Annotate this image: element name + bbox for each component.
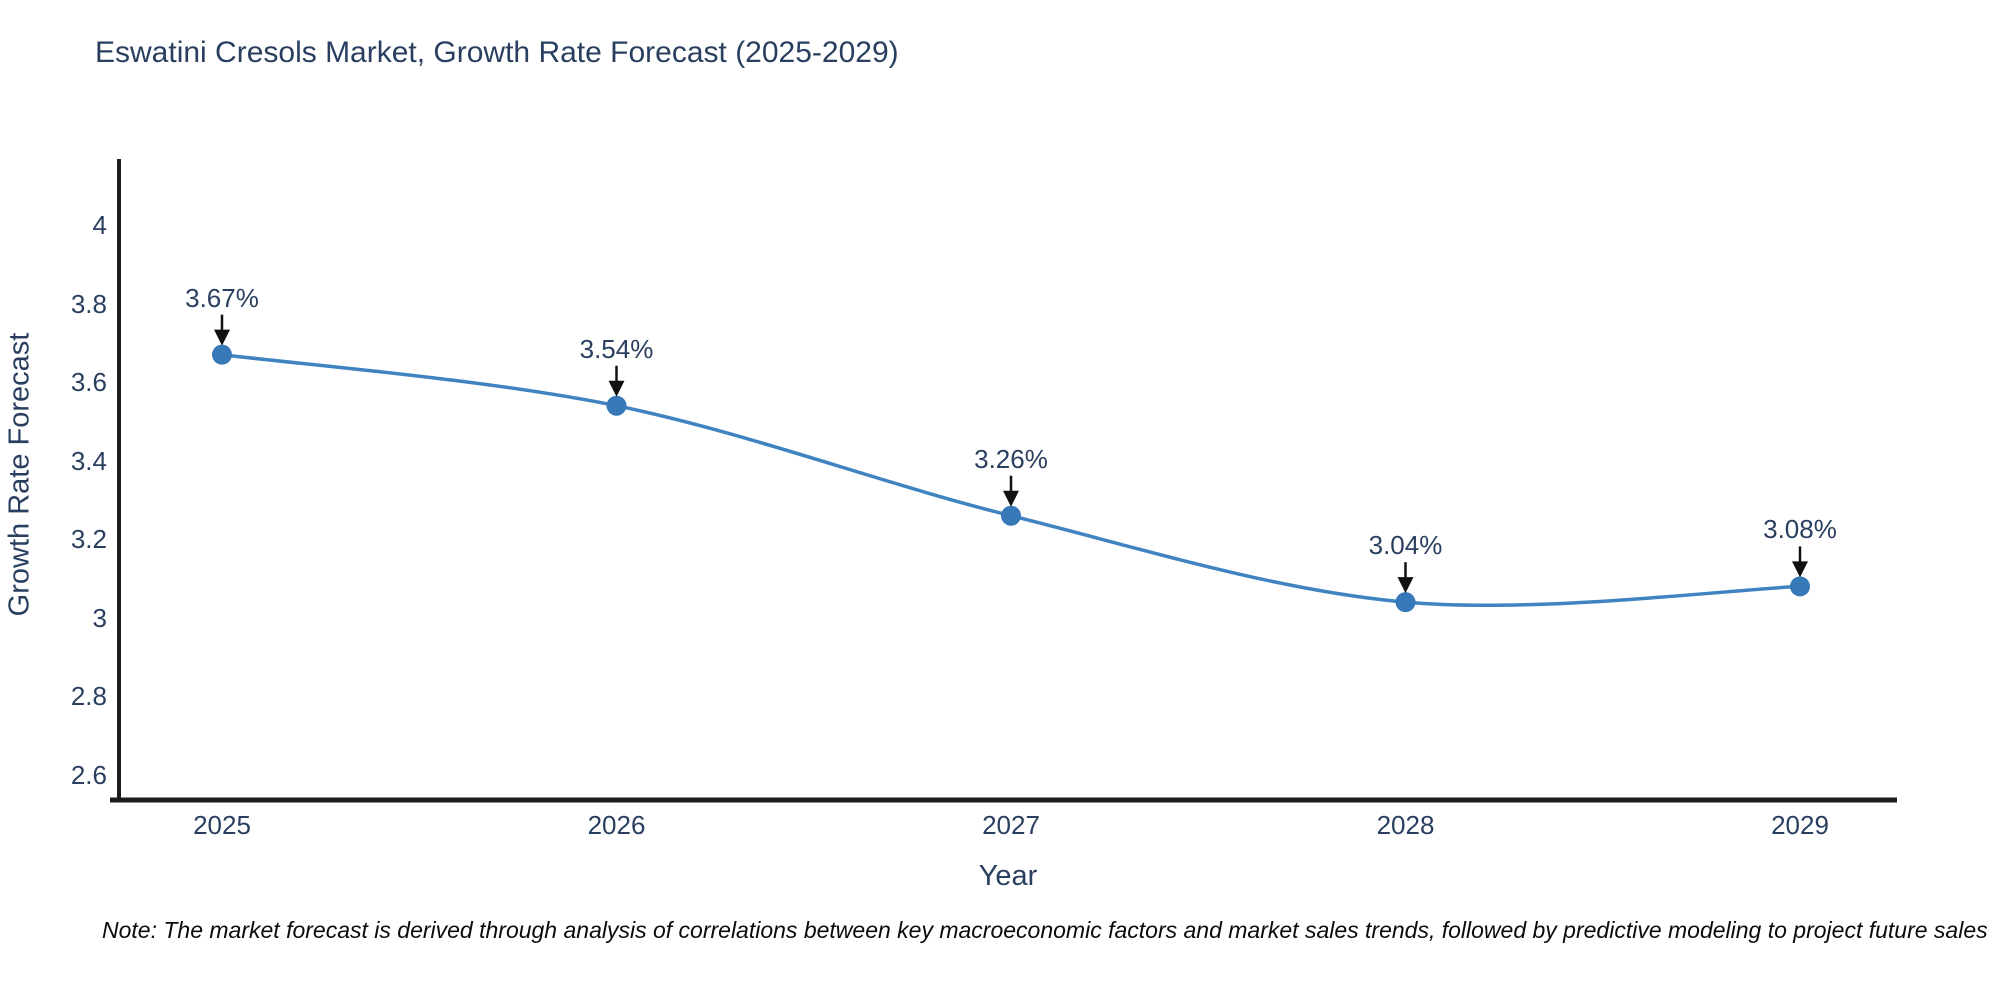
y-tick-label: 4 <box>92 210 107 240</box>
x-tick-label: 2025 <box>193 810 251 840</box>
y-tick-label: 3.2 <box>70 524 107 555</box>
point-annotation: 3.08% <box>1763 514 1837 545</box>
x-tick-label: 2027 <box>982 810 1040 840</box>
chart-title: Eswatini Cresols Market, Growth Rate For… <box>95 36 899 69</box>
y-tick-label: 3.4 <box>70 445 107 476</box>
point-annotation: 3.67% <box>185 282 259 313</box>
data-point-2028[interactable] <box>1395 592 1416 613</box>
x-tick-label: 2029 <box>1771 810 1829 840</box>
x-tick-label: 2028 <box>1376 810 1435 840</box>
y-tick-label: 3 <box>92 602 107 633</box>
y-tick-label: 3.6 <box>70 367 107 398</box>
data-point-2029[interactable] <box>1790 576 1810 597</box>
y-axis-title: Growth Rate Forecast <box>3 332 36 617</box>
data-point-2025[interactable] <box>212 344 232 365</box>
y-tick-label: 2.6 <box>70 760 107 790</box>
point-annotation: 3.54% <box>579 333 654 364</box>
point-annotation: 3.26% <box>974 443 1048 474</box>
data-point-2027[interactable] <box>1001 505 1021 526</box>
x-axis-title: Year <box>978 860 1038 892</box>
chart-footnote: Note: The market forecast is derived thr… <box>102 917 1988 943</box>
y-tick-label: 3.8 <box>70 288 107 319</box>
annotation-arrowhead-icon <box>608 380 625 397</box>
annotation-arrowhead-icon <box>1397 577 1414 594</box>
annotation-arrowhead-icon <box>214 329 230 346</box>
annotation-arrowhead-icon <box>1792 561 1808 578</box>
y-tick-label: 2.8 <box>70 681 107 712</box>
x-tick-label: 2026 <box>587 810 646 840</box>
annotation-arrowhead-icon <box>1003 490 1019 507</box>
data-point-2026[interactable] <box>606 395 627 416</box>
point-annotation: 3.04% <box>1368 530 1443 561</box>
